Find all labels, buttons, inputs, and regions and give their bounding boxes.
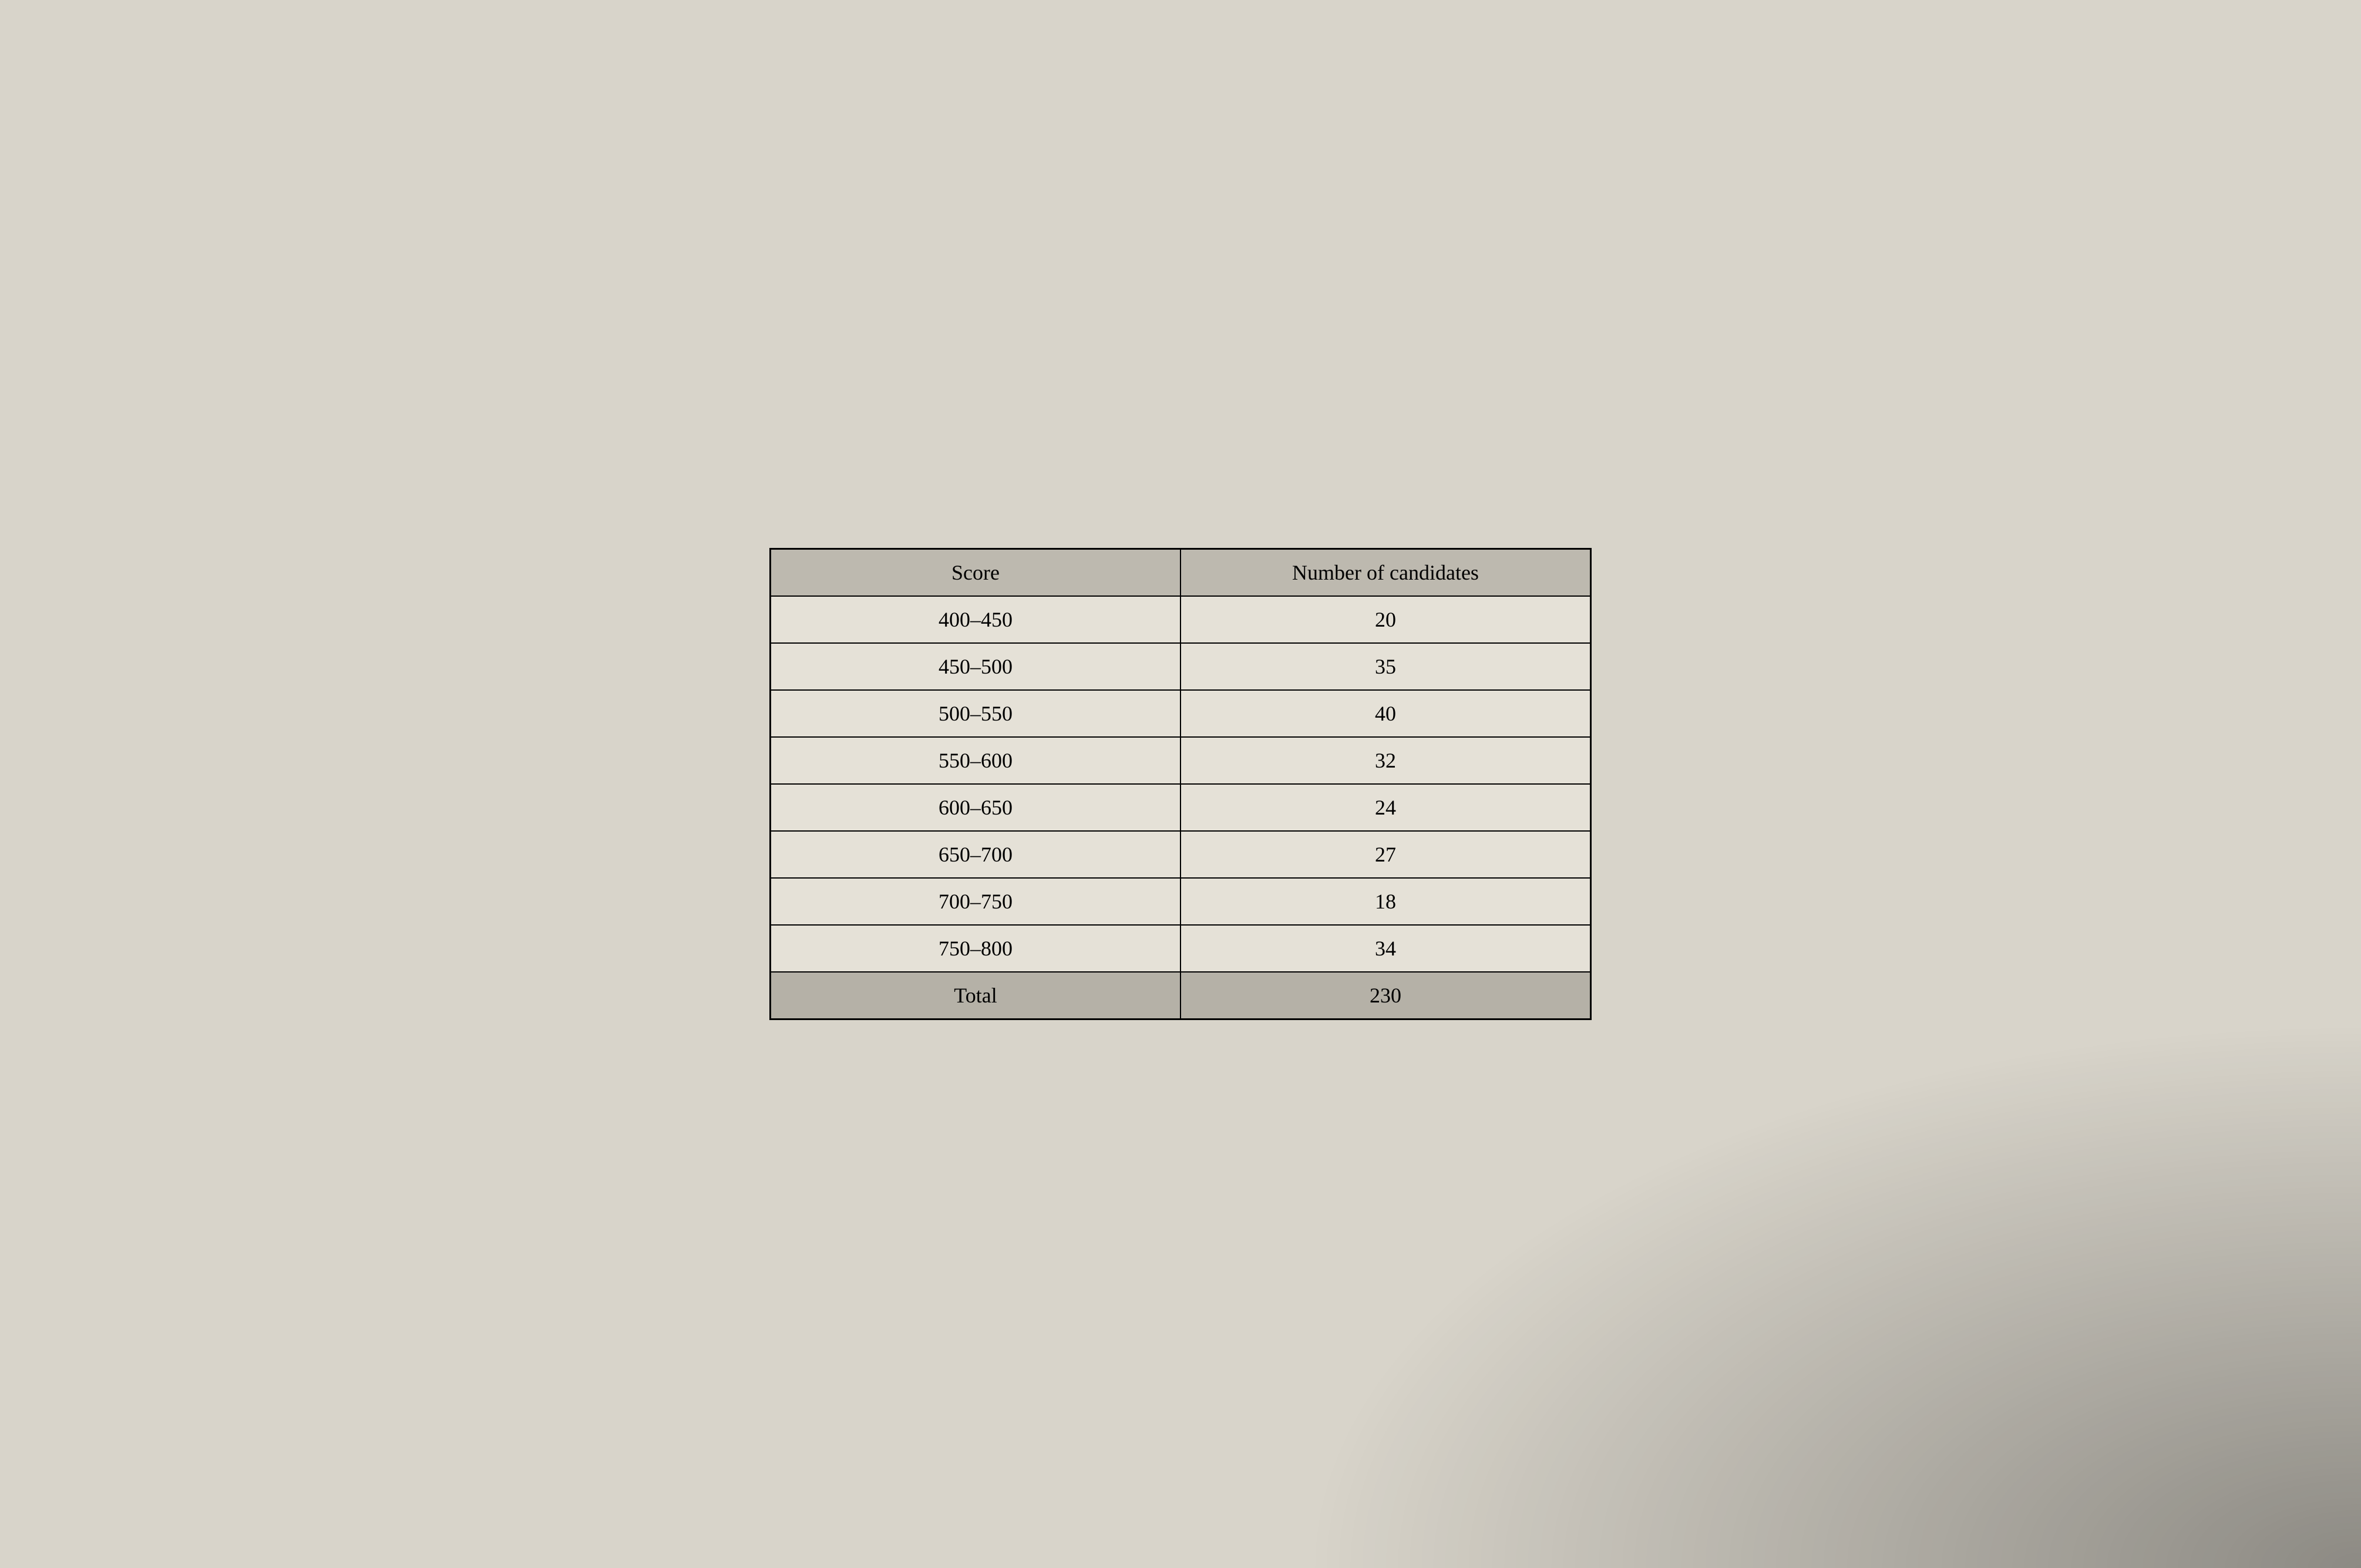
cell-count: 24 bbox=[1180, 784, 1591, 831]
table-row: 700–750 18 bbox=[771, 878, 1591, 925]
cell-score: 550–600 bbox=[771, 737, 1181, 784]
score-distribution-table: Score Number of candidates 400–450 20 45… bbox=[769, 548, 1592, 1020]
cell-score: 400–450 bbox=[771, 596, 1181, 643]
table-row: 450–500 35 bbox=[771, 643, 1591, 690]
table-row: 750–800 34 bbox=[771, 925, 1591, 972]
cell-score: 650–700 bbox=[771, 831, 1181, 878]
table-row: 650–700 27 bbox=[771, 831, 1591, 878]
cell-count: 34 bbox=[1180, 925, 1591, 972]
table-row: 550–600 32 bbox=[771, 737, 1591, 784]
photo-shadow-overlay bbox=[1299, 1019, 2361, 1568]
score-table-container: Score Number of candidates 400–450 20 45… bbox=[769, 548, 1592, 1020]
cell-count: 40 bbox=[1180, 690, 1591, 737]
table-row: 400–450 20 bbox=[771, 596, 1591, 643]
table-row: 500–550 40 bbox=[771, 690, 1591, 737]
column-header-score: Score bbox=[771, 549, 1181, 597]
cell-score: 450–500 bbox=[771, 643, 1181, 690]
cell-total-count: 230 bbox=[1180, 972, 1591, 1019]
table-header: Score Number of candidates bbox=[771, 549, 1591, 597]
cell-score: 500–550 bbox=[771, 690, 1181, 737]
cell-count: 27 bbox=[1180, 831, 1591, 878]
table-header-row: Score Number of candidates bbox=[771, 549, 1591, 597]
cell-score: 600–650 bbox=[771, 784, 1181, 831]
cell-count: 32 bbox=[1180, 737, 1591, 784]
cell-count: 35 bbox=[1180, 643, 1591, 690]
cell-count: 20 bbox=[1180, 596, 1591, 643]
table-row: 600–650 24 bbox=[771, 784, 1591, 831]
cell-total-label: Total bbox=[771, 972, 1181, 1019]
cell-count: 18 bbox=[1180, 878, 1591, 925]
table-body: 400–450 20 450–500 35 500–550 40 550–600… bbox=[771, 596, 1591, 1019]
cell-score: 700–750 bbox=[771, 878, 1181, 925]
cell-score: 750–800 bbox=[771, 925, 1181, 972]
column-header-count: Number of candidates bbox=[1180, 549, 1591, 597]
table-total-row: Total 230 bbox=[771, 972, 1591, 1019]
